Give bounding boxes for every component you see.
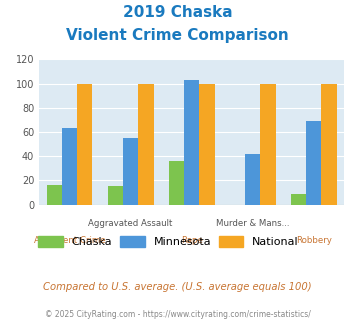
Text: Compared to U.S. average. (U.S. average equals 100): Compared to U.S. average. (U.S. average …: [43, 282, 312, 292]
Bar: [322, 83, 337, 205]
Legend: Chaska, Minnesota, National: Chaska, Minnesota, National: [34, 232, 303, 252]
Bar: [261, 83, 275, 205]
Bar: [62, 128, 77, 205]
Bar: [169, 161, 184, 205]
Text: Rape: Rape: [181, 236, 203, 245]
Bar: [306, 121, 322, 205]
Bar: [200, 83, 214, 205]
Bar: [47, 185, 62, 205]
Text: © 2025 CityRating.com - https://www.cityrating.com/crime-statistics/: © 2025 CityRating.com - https://www.city…: [45, 310, 310, 319]
Text: All Violent Crime: All Violent Crime: [34, 236, 105, 245]
Text: Aggravated Assault: Aggravated Assault: [88, 219, 173, 228]
Text: Violent Crime Comparison: Violent Crime Comparison: [66, 28, 289, 43]
Bar: [245, 154, 261, 205]
Text: Murder & Mans...: Murder & Mans...: [216, 219, 290, 228]
Bar: [184, 80, 200, 205]
Text: Robbery: Robbery: [296, 236, 332, 245]
Bar: [108, 186, 123, 205]
Bar: [77, 83, 92, 205]
Bar: [123, 138, 138, 205]
Bar: [138, 83, 153, 205]
Text: 2019 Chaska: 2019 Chaska: [123, 5, 232, 20]
Bar: [291, 194, 306, 205]
